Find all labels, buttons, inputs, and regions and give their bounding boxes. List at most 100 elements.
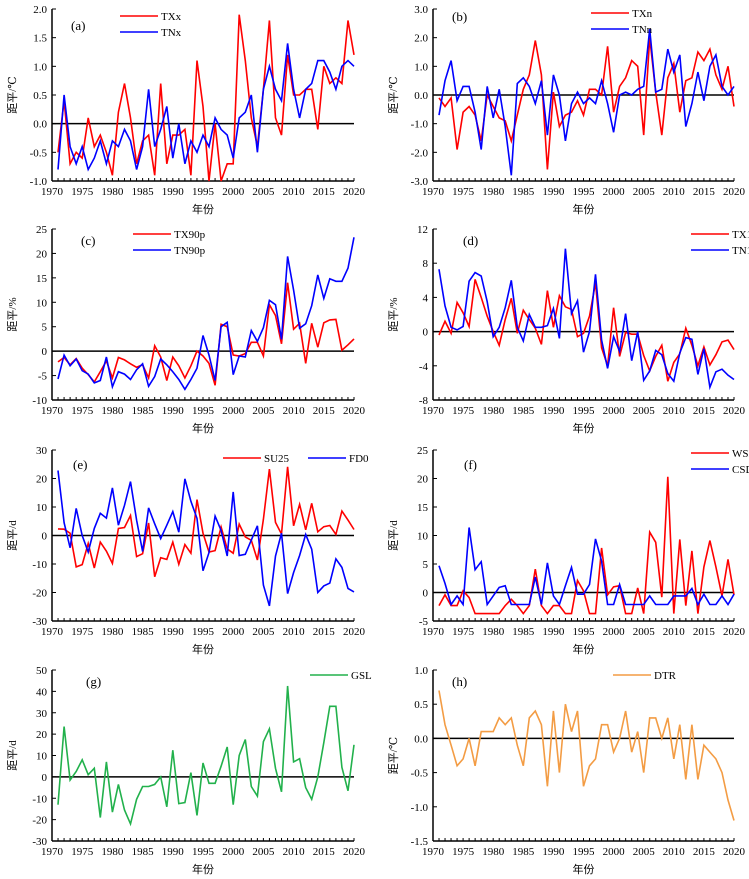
- data-point-csdi: [576, 593, 578, 595]
- data-point-wsid: [703, 566, 705, 568]
- data-point-tnx: [190, 140, 192, 142]
- data-point-tnx: [274, 88, 276, 90]
- panel-f: -5 0 5 10 15 20 25 1970 1975 1980 1985 1990 1995 2000…: [387, 445, 749, 656]
- x-tick-label: 1980: [482, 846, 505, 858]
- data-point-tnn: [679, 54, 681, 56]
- x-tick-label: 1985: [512, 846, 535, 858]
- data-point-dtr: [679, 724, 681, 726]
- x-tick-label: 1970: [41, 626, 64, 638]
- data-point-dtr: [516, 744, 518, 746]
- x-tick-label: 1990: [162, 846, 185, 858]
- data-point-fd0: [347, 587, 349, 589]
- legend-label: TN90p: [174, 245, 206, 257]
- data-point-tnx: [99, 140, 101, 142]
- data-point-fd0: [57, 469, 59, 471]
- data-point-txx: [250, 117, 252, 119]
- data-point-tnn: [582, 102, 584, 104]
- y-tick-label: -8: [419, 395, 429, 407]
- data-point-gsl: [353, 744, 355, 746]
- data-point-su25: [111, 562, 113, 564]
- data-point-tnn: [600, 79, 602, 81]
- legend-label: GSL: [351, 670, 372, 682]
- data-point-tnx: [129, 140, 131, 142]
- y-tick-label: 10: [36, 751, 48, 763]
- data-point-tn90p: [166, 364, 168, 366]
- data-point-tnx: [238, 117, 240, 119]
- y-tick-label: 1.0: [33, 61, 47, 73]
- data-point-tn10p: [564, 247, 566, 249]
- data-point-csdi: [655, 603, 657, 605]
- data-point-dtr: [733, 819, 735, 821]
- x-tick-label: 2020: [723, 626, 746, 638]
- x-tick-label: 1985: [512, 626, 535, 638]
- y-axis-title: 距平/℃: [6, 76, 19, 113]
- data-point-su25: [178, 563, 180, 565]
- data-point-tnx: [135, 168, 137, 170]
- data-point-wsid: [570, 612, 572, 614]
- x-tick-label: 1970: [422, 626, 445, 638]
- data-point-tn10p: [528, 313, 530, 315]
- x-tick-label: 2010: [283, 405, 306, 417]
- data-point-tn90p: [341, 280, 343, 282]
- data-point-tnx: [347, 59, 349, 61]
- data-point-wsid: [709, 539, 711, 541]
- data-point-txn: [612, 111, 614, 113]
- data-point-dtr: [636, 730, 638, 732]
- data-point-su25: [123, 526, 125, 528]
- series-line-su25: [57, 466, 355, 578]
- data-point-txn: [673, 62, 675, 64]
- data-point-dtr: [661, 737, 663, 739]
- y-axis-title: 距平/d: [387, 520, 400, 551]
- data-point-txn: [450, 97, 452, 99]
- data-point-txx: [129, 117, 131, 119]
- data-point-tx10p: [630, 333, 632, 335]
- x-tick-label: 1975: [71, 405, 94, 417]
- data-point-tx10p: [462, 312, 464, 314]
- data-point-tnx: [220, 128, 222, 130]
- data-point-tnn: [576, 91, 578, 93]
- legend: GSL: [310, 670, 372, 682]
- data-point-tnx: [63, 94, 65, 96]
- data-point-txx: [75, 151, 77, 153]
- data-point-fd0: [99, 512, 101, 514]
- data-point-dtr: [534, 710, 536, 712]
- data-point-tn90p: [57, 378, 59, 380]
- data-point-tnx: [153, 145, 155, 147]
- data-point-dtr: [522, 765, 524, 767]
- data-point-tx90p: [123, 359, 125, 361]
- data-point-dtr: [606, 724, 608, 726]
- data-point-tn10p: [492, 336, 494, 338]
- x-tick-label: 2015: [693, 626, 716, 638]
- data-point-txn: [624, 77, 626, 79]
- data-point-gsl: [335, 705, 337, 707]
- x-tick-label: 1990: [542, 186, 565, 198]
- data-point-tx90p: [262, 355, 264, 357]
- data-point-gsl: [123, 809, 125, 811]
- data-point-csdi: [733, 593, 735, 595]
- data-point-fd0: [172, 510, 174, 512]
- data-point-tx90p: [184, 377, 186, 379]
- data-point-dtr: [456, 765, 458, 767]
- data-point-tn90p: [353, 236, 355, 238]
- data-point-tn10p: [618, 350, 620, 352]
- data-point-tnn: [564, 140, 566, 142]
- data-point-tnn: [528, 85, 530, 87]
- legend-label: TN10p: [732, 245, 749, 257]
- data-point-tn10p: [540, 326, 542, 328]
- data-point-wsid: [498, 612, 500, 614]
- data-point-txx: [323, 65, 325, 67]
- data-point-tnn: [721, 85, 723, 87]
- data-point-tn90p: [268, 299, 270, 301]
- y-tick-label: 8: [423, 258, 429, 270]
- data-point-su25: [147, 522, 149, 524]
- x-tick-label: 2015: [693, 846, 716, 858]
- data-point-tn10p: [636, 330, 638, 332]
- data-point-dtr: [685, 778, 687, 780]
- x-tick-label: 2010: [663, 626, 686, 638]
- x-tick-label: 2020: [723, 405, 746, 417]
- y-tick-label: 15: [417, 502, 429, 514]
- x-tick-label: 2020: [343, 405, 366, 417]
- data-point-tnx: [202, 134, 204, 136]
- data-point-dtr: [630, 751, 632, 753]
- data-point-tx10p: [456, 301, 458, 303]
